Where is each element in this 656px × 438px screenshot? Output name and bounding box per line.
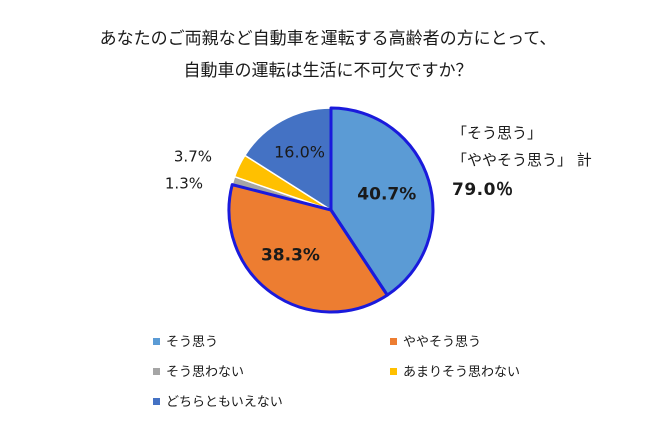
legend-swatch <box>153 368 160 375</box>
chart-title-line-2: 自動車の運転は生活に不可欠ですか？ <box>183 61 473 81</box>
data-label-4: 3.7% <box>174 148 212 166</box>
data-label-1: 40.7% <box>357 185 416 205</box>
legend-label: そう思う <box>166 335 219 350</box>
chart-title-line-1: あなたのご両親など自動車を運転する高齢者の方にとって、 <box>99 29 557 49</box>
legend-item-2: ややそう思う <box>390 334 481 352</box>
data-label-3: 1.3% <box>165 175 203 193</box>
legend-label: ややそう思う <box>403 335 482 350</box>
annotation-line-1: 「そう思う」 <box>452 124 543 142</box>
legend-swatch <box>390 338 397 345</box>
highlight-outline-1 <box>329 106 435 297</box>
legend-item-3: そう思わない <box>153 364 244 382</box>
legend-item-5: どちらともいえない <box>153 394 283 412</box>
highlight-outline-2 <box>227 183 389 314</box>
pie-slice-5 <box>243 107 332 212</box>
legend-swatch <box>153 398 160 405</box>
legend-label: そう思わない <box>166 365 245 380</box>
data-label-2: 38.3% <box>261 246 320 266</box>
data-label-5: 16.0% <box>274 142 325 161</box>
annotation-total: 79.0％ <box>452 180 514 200</box>
legend-swatch <box>153 338 160 345</box>
legend-label: あまりそう思わない <box>403 365 521 380</box>
legend-item-4: あまりそう思わない <box>390 364 520 382</box>
legend-label: どちらともいえない <box>166 395 283 410</box>
legend-swatch <box>390 368 397 375</box>
annotation-line-2: 「ややそう思う」 計 <box>452 151 592 169</box>
legend-item-1: そう思う <box>153 334 218 352</box>
